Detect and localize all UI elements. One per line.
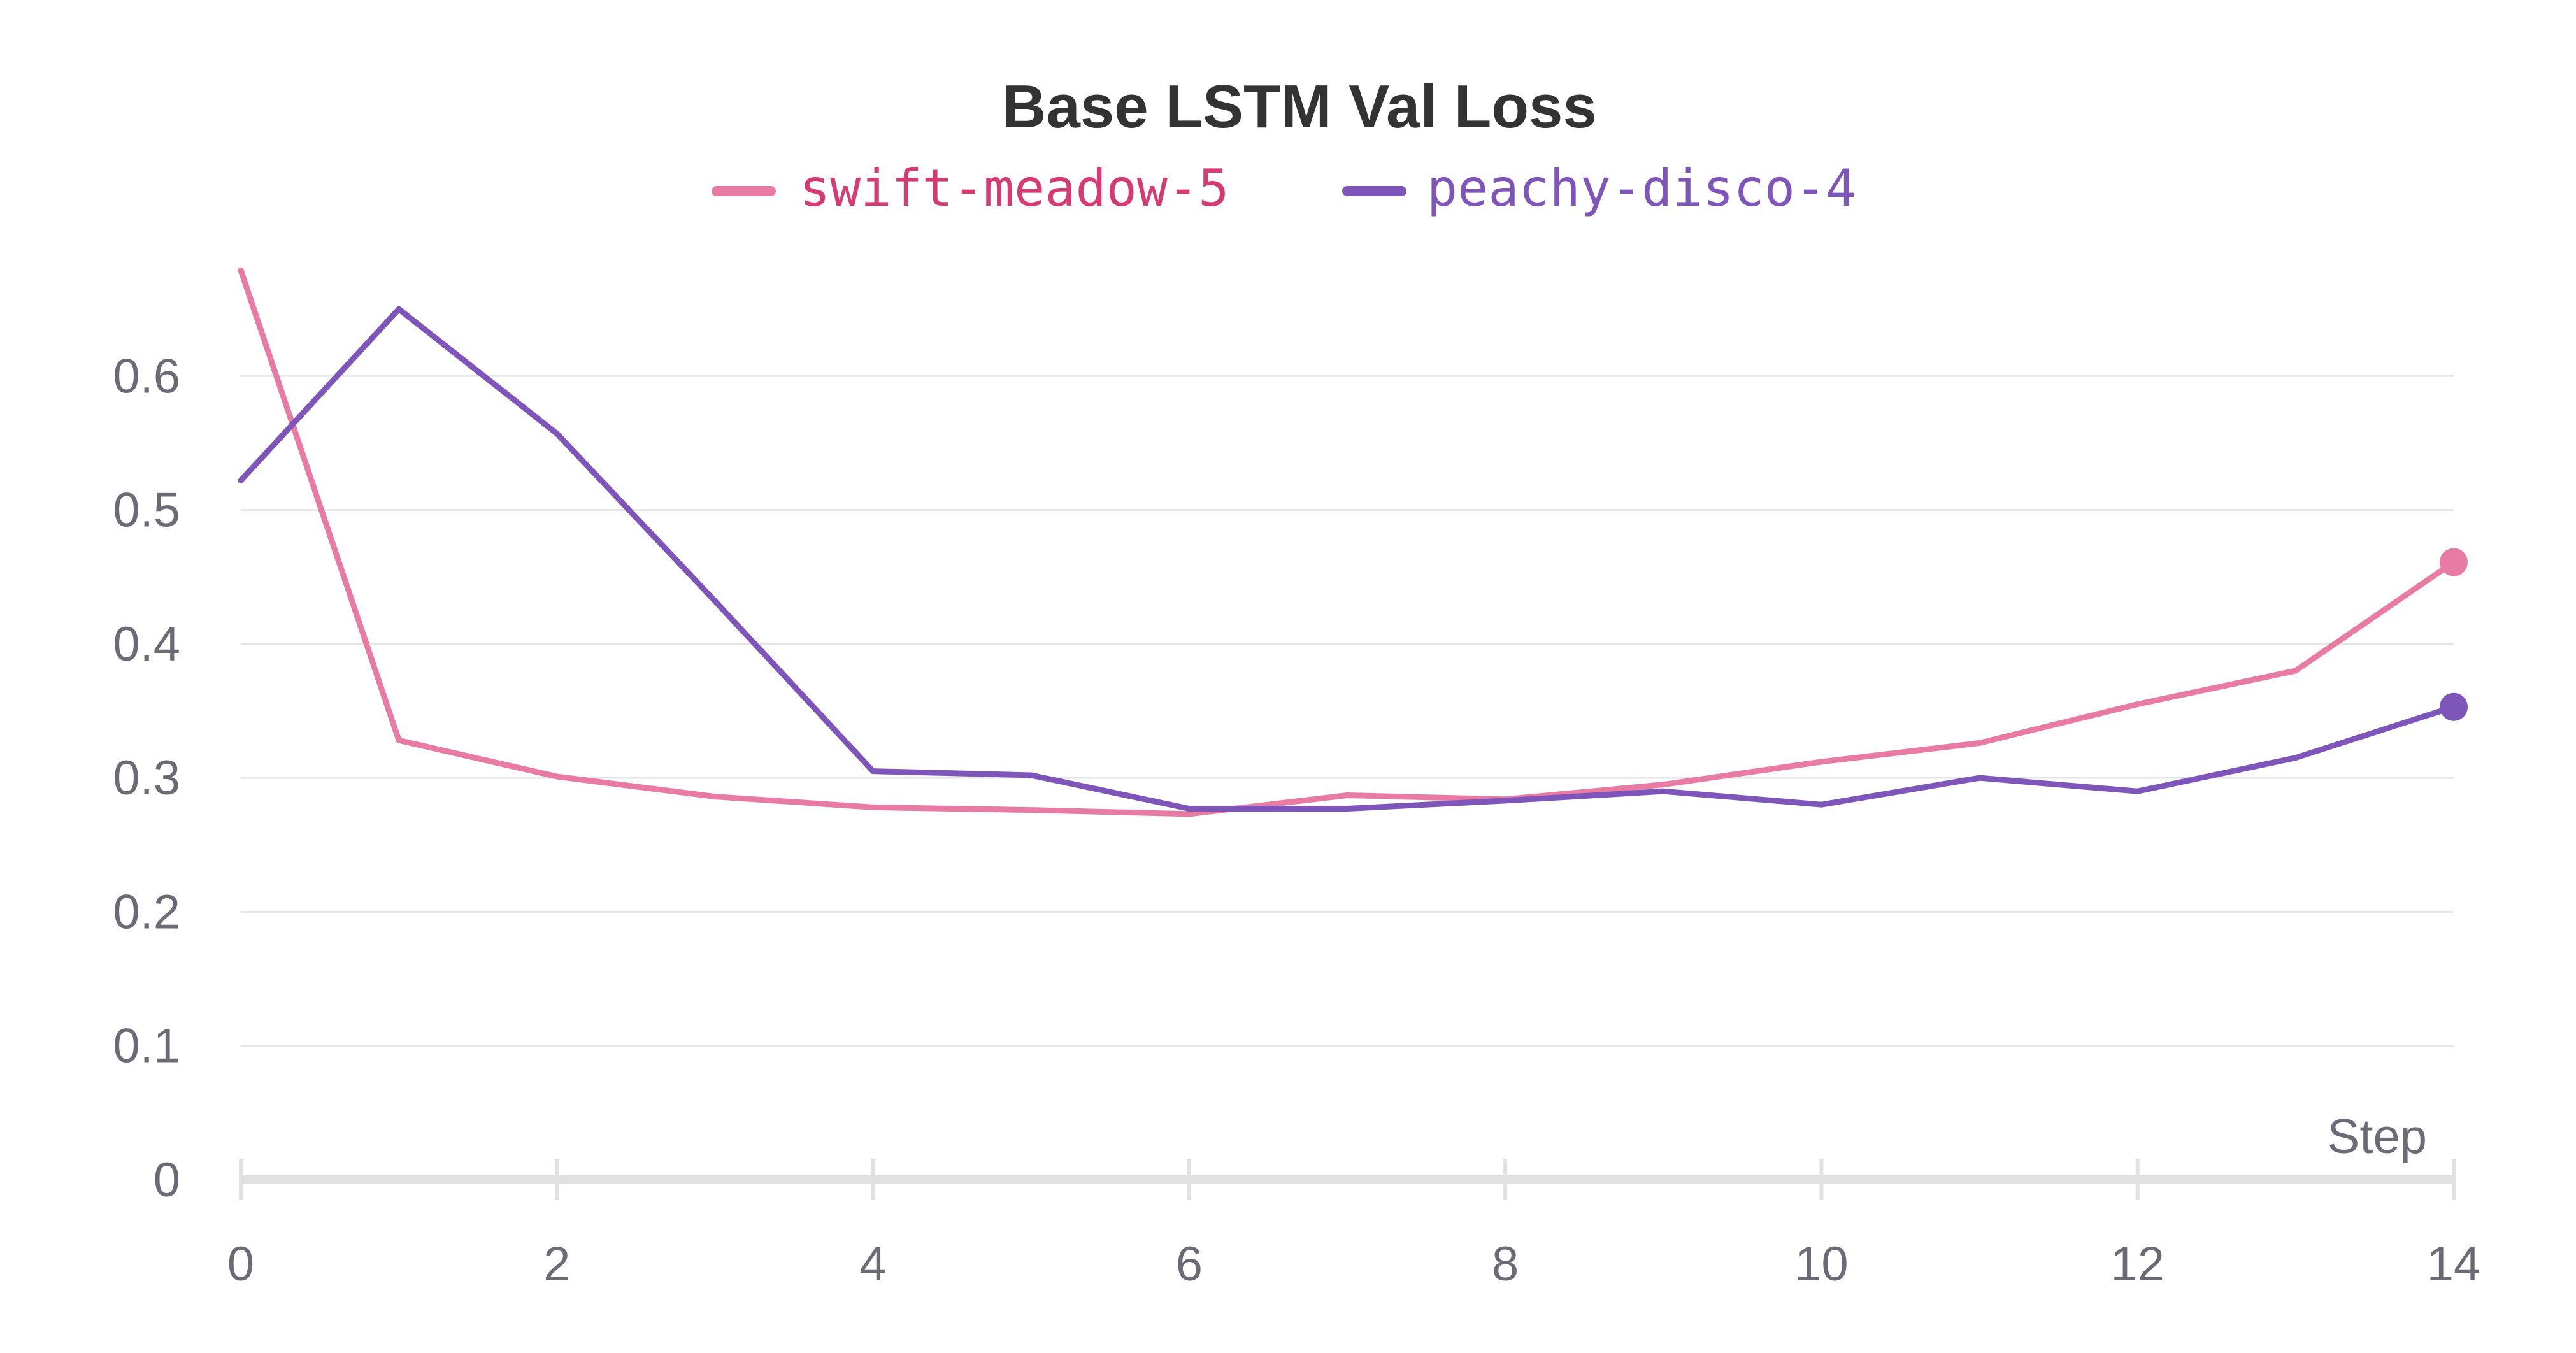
data-point[interactable] <box>398 740 399 741</box>
data-point[interactable] <box>1821 804 1822 805</box>
data-point[interactable] <box>1663 784 1664 785</box>
data-point[interactable] <box>714 796 715 798</box>
data-point[interactable] <box>2137 703 2138 705</box>
series-end-marker <box>2440 692 2468 721</box>
data-point[interactable] <box>240 269 241 271</box>
x-tick-label: 6 <box>1176 1237 1203 1291</box>
legend-item-swift-meadow-5[interactable]: swift-meadow-5 <box>712 159 1229 218</box>
legend-label: swift-meadow-5 <box>799 159 1229 218</box>
x-axis-label: Step <box>2328 1110 2427 1164</box>
grid <box>241 375 2454 1047</box>
data-point[interactable] <box>1663 791 1664 792</box>
data-point[interactable] <box>1031 810 1032 811</box>
y-tick-label: 0 <box>154 1153 180 1207</box>
y-tick-label: 0.6 <box>113 349 180 403</box>
data-point[interactable] <box>873 806 874 808</box>
data-point[interactable] <box>556 433 557 434</box>
chart-title: Base LSTM Val Loss <box>1002 73 1597 141</box>
data-point[interactable] <box>2137 791 2138 792</box>
data-point[interactable] <box>1979 742 1980 743</box>
legend-label: peachy-disco-4 <box>1427 159 1856 218</box>
data-point[interactable] <box>873 771 874 772</box>
y-tick-label: 0.3 <box>113 751 180 805</box>
series-peachy-disco-4 <box>238 306 2468 812</box>
data-point[interactable] <box>714 601 715 602</box>
data-point[interactable] <box>1821 761 1822 762</box>
y-tick-label: 0.1 <box>113 1019 180 1073</box>
series-end-marker <box>2440 548 2468 576</box>
y-tick-label: 0.2 <box>113 885 180 939</box>
data-point[interactable] <box>1979 777 1980 778</box>
data-point[interactable] <box>1347 794 1348 796</box>
x-tick-label: 0 <box>227 1237 254 1291</box>
data-point[interactable] <box>1347 808 1348 810</box>
x-tick-label: 8 <box>1492 1237 1519 1291</box>
x-tick-label: 12 <box>2110 1237 2165 1291</box>
data-point[interactable] <box>1031 775 1032 776</box>
x-tick-label: 4 <box>859 1237 886 1291</box>
legend: swift-meadow-5 peachy-disco-4 <box>712 159 1856 218</box>
y-tick-label: 0.4 <box>113 617 180 671</box>
legend-item-peachy-disco-4[interactable]: peachy-disco-4 <box>1342 159 1856 218</box>
x-tick-label: 10 <box>1794 1237 1849 1291</box>
data-point[interactable] <box>1189 813 1190 815</box>
data-point[interactable] <box>1189 808 1190 810</box>
data-point[interactable] <box>240 480 241 481</box>
data-point[interactable] <box>2295 670 2296 671</box>
y-tick-label: 0.5 <box>113 483 180 538</box>
series-layer <box>238 267 2468 817</box>
x-tick-label: 14 <box>2427 1237 2481 1291</box>
data-point[interactable] <box>556 776 557 777</box>
series-line[interactable] <box>238 267 2457 817</box>
series-line[interactable] <box>238 306 2457 812</box>
y-axis: 0 0.1 0.2 0.3 0.4 0.5 0.6 <box>113 349 180 1207</box>
series-swift-meadow-5 <box>238 267 2468 817</box>
x-axis: 0 2 4 6 8 10 12 14 <box>227 1159 2480 1291</box>
data-point[interactable] <box>1505 800 1506 801</box>
data-point[interactable] <box>2295 757 2296 759</box>
x-tick-label: 2 <box>543 1237 570 1291</box>
data-point[interactable] <box>398 308 399 310</box>
